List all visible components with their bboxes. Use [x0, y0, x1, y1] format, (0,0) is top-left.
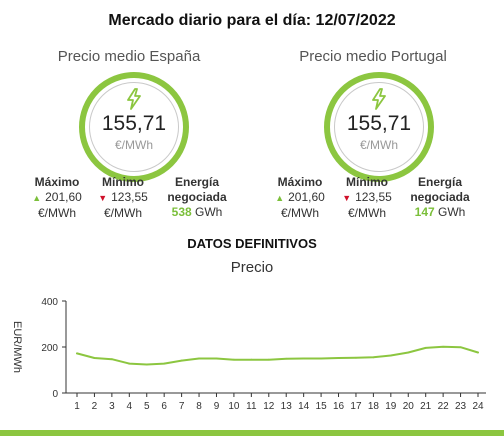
- bottom-accent-bar: [0, 430, 504, 436]
- price-data-point: [424, 347, 427, 349]
- x-tick-label: 12: [263, 401, 275, 412]
- x-tick-label: 5: [144, 401, 150, 412]
- max-label: Máximo: [34, 175, 80, 189]
- price-data-point: [128, 362, 131, 365]
- price-data-point: [198, 357, 200, 360]
- x-tick-label: 11: [246, 401, 257, 412]
- price-ring-spain: 155,71 €/MWh: [79, 72, 189, 182]
- price-data-point: [355, 356, 357, 359]
- price-data-point: [320, 357, 322, 360]
- average-price-value: 155,71: [101, 112, 167, 135]
- section-title: DATOS DEFINITIVOS: [187, 236, 317, 251]
- price-data-point: [145, 363, 148, 366]
- price-data-point: [337, 357, 340, 359]
- x-tick-label: 23: [455, 401, 467, 412]
- min-unit: €/MWh: [347, 206, 386, 220]
- max-value: 201,60: [45, 190, 82, 204]
- min-label: Mínimo: [102, 175, 144, 189]
- average-price-unit: €/MWh: [114, 138, 153, 152]
- x-tick-label: 15: [316, 401, 328, 412]
- x-tick-label: 17: [350, 401, 362, 412]
- max-value: 201,60: [288, 190, 325, 204]
- lightning-bolt-icon: [127, 88, 141, 110]
- price-data-point: [477, 351, 479, 354]
- energy-value: 538: [171, 205, 192, 219]
- energy-unit: GWh: [195, 205, 223, 219]
- region-title-spain: Precio medio España: [57, 48, 201, 65]
- min-stat-portugal: Mínimo ▼ 123,55 €/MWh: [334, 175, 400, 221]
- price-data-point: [407, 351, 410, 354]
- average-price-value: 155,71: [346, 112, 412, 135]
- x-tick-label: 24: [472, 401, 484, 412]
- triangle-down-icon: ▼: [98, 193, 108, 203]
- x-tick-label: 13: [281, 401, 293, 412]
- x-tick-label: 20: [403, 401, 415, 412]
- price-data-point: [93, 357, 96, 359]
- y-tick-label: 0: [52, 389, 58, 400]
- chart-title: Precio: [230, 259, 274, 276]
- x-tick-label: 16: [333, 401, 345, 412]
- price-ring-portugal: 155,71 €/MWh: [324, 72, 434, 182]
- x-tick-label: 2: [92, 401, 98, 412]
- energy-label: negociada: [167, 190, 227, 204]
- price-data-point: [110, 358, 113, 361]
- max-label: Máximo: [277, 175, 323, 189]
- price-data-point: [215, 357, 218, 360]
- energy-label: Energía: [417, 175, 462, 189]
- x-tick-label: 3: [109, 401, 115, 412]
- price-data-point: [285, 357, 288, 360]
- price-data-point: [233, 358, 235, 361]
- x-tick-label: 7: [179, 401, 185, 412]
- x-tick-label: 1: [74, 401, 80, 412]
- max-unit: €/MWh: [37, 206, 76, 220]
- max-stat-portugal: Máximo ▲ 201,60 €/MWh: [267, 175, 333, 221]
- x-tick-label: 4: [127, 401, 133, 412]
- min-value: 123,55: [111, 190, 148, 204]
- price-series-line: [76, 345, 479, 366]
- price-data-point: [163, 362, 166, 365]
- x-tick-label: 6: [161, 401, 167, 412]
- price-data-point: [180, 359, 183, 362]
- x-tick-label: 22: [438, 401, 450, 412]
- price-data-point: [459, 346, 462, 349]
- y-tick-label: 400: [41, 297, 58, 308]
- price-data-point: [442, 345, 445, 348]
- energy-label: Energía: [174, 175, 219, 189]
- average-price-unit: €/MWh: [359, 138, 398, 152]
- x-tick-label: 9: [214, 401, 220, 412]
- region-title-portugal: Precio medio Portugal: [299, 48, 447, 65]
- price-data-point: [389, 354, 392, 357]
- price-data-point: [250, 358, 253, 361]
- price-data-point: [76, 352, 78, 355]
- max-unit: €/MWh: [280, 206, 319, 220]
- x-tick-label: 14: [298, 401, 310, 412]
- triangle-up-icon: ▲: [275, 193, 285, 203]
- lightning-bolt-icon: [372, 88, 386, 110]
- price-data-point: [302, 357, 305, 360]
- x-tick-label: 10: [228, 401, 240, 412]
- energy-unit: GWh: [438, 205, 466, 219]
- max-stat-spain: Máximo ▲ 201,60 €/MWh: [24, 175, 90, 221]
- x-tick-label: 8: [196, 401, 202, 412]
- triangle-up-icon: ▲: [32, 193, 42, 203]
- x-tick-label: 21: [420, 401, 432, 412]
- energy-value: 147: [414, 205, 435, 219]
- y-tick-label: 200: [41, 343, 58, 354]
- min-stat-spain: Mínimo ▼ 123,55 €/MWh: [90, 175, 156, 221]
- price-data-point: [267, 358, 270, 361]
- energy-label: negociada: [410, 190, 470, 204]
- x-tick-label: 18: [368, 401, 380, 412]
- min-label: Mínimo: [346, 175, 388, 189]
- price-data-point: [372, 356, 375, 359]
- energy-stat-portugal: Energía negociada 147 GWh: [403, 175, 477, 220]
- y-axis-label: EUR/MWh: [11, 321, 23, 373]
- triangle-down-icon: ▼: [342, 193, 352, 203]
- min-value: 123,55: [355, 190, 392, 204]
- page-title: Mercado diario para el día: 12/07/2022: [108, 12, 396, 29]
- x-tick-label: 19: [385, 401, 397, 412]
- energy-stat-spain: Energía negociada 538 GWh: [160, 175, 234, 220]
- min-unit: €/MWh: [103, 206, 142, 220]
